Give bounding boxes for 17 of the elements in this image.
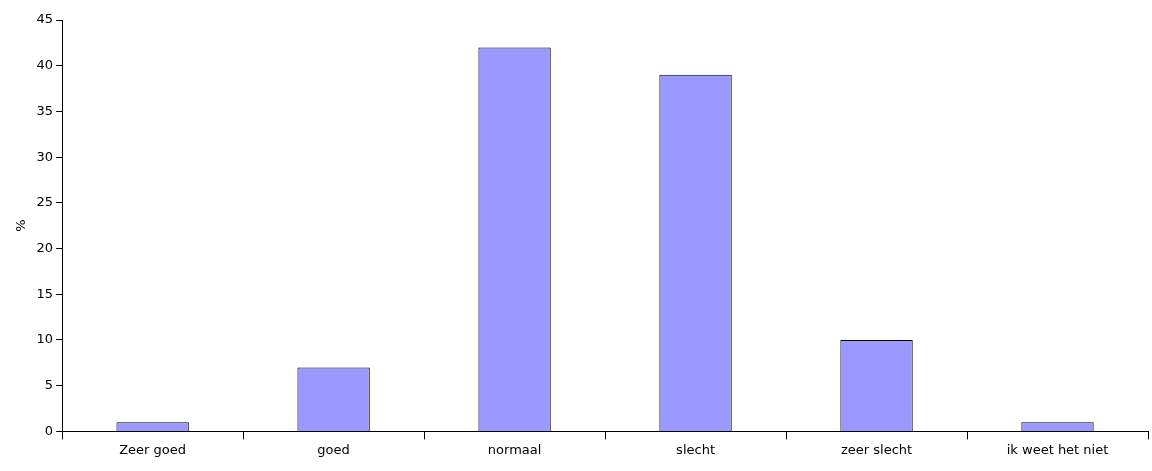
- y-tick-label: 10: [36, 331, 54, 347]
- x-tick-label: zeer slecht: [840, 441, 913, 457]
- y-tick-label: 45: [36, 11, 54, 27]
- x-tick-label: ik weet het niet: [1006, 441, 1109, 457]
- y-tick-label: 35: [36, 102, 54, 118]
- y-tick-label: 15: [36, 285, 54, 301]
- y-tick-label: 40: [36, 57, 54, 73]
- x-tick-label: goed: [317, 441, 350, 457]
- y-tick-label: 5: [44, 377, 54, 393]
- x-tick-label: Zeer goed: [119, 441, 187, 457]
- y-tick-label: 30: [36, 148, 54, 164]
- y-axis-title: %: [13, 219, 29, 232]
- y-tick-label: 20: [36, 239, 54, 255]
- y-tick-label: 0: [44, 422, 54, 438]
- x-tick-label: normaal: [487, 441, 542, 457]
- x-tick-label: slecht: [676, 441, 715, 457]
- y-tick-label: 25: [36, 194, 54, 210]
